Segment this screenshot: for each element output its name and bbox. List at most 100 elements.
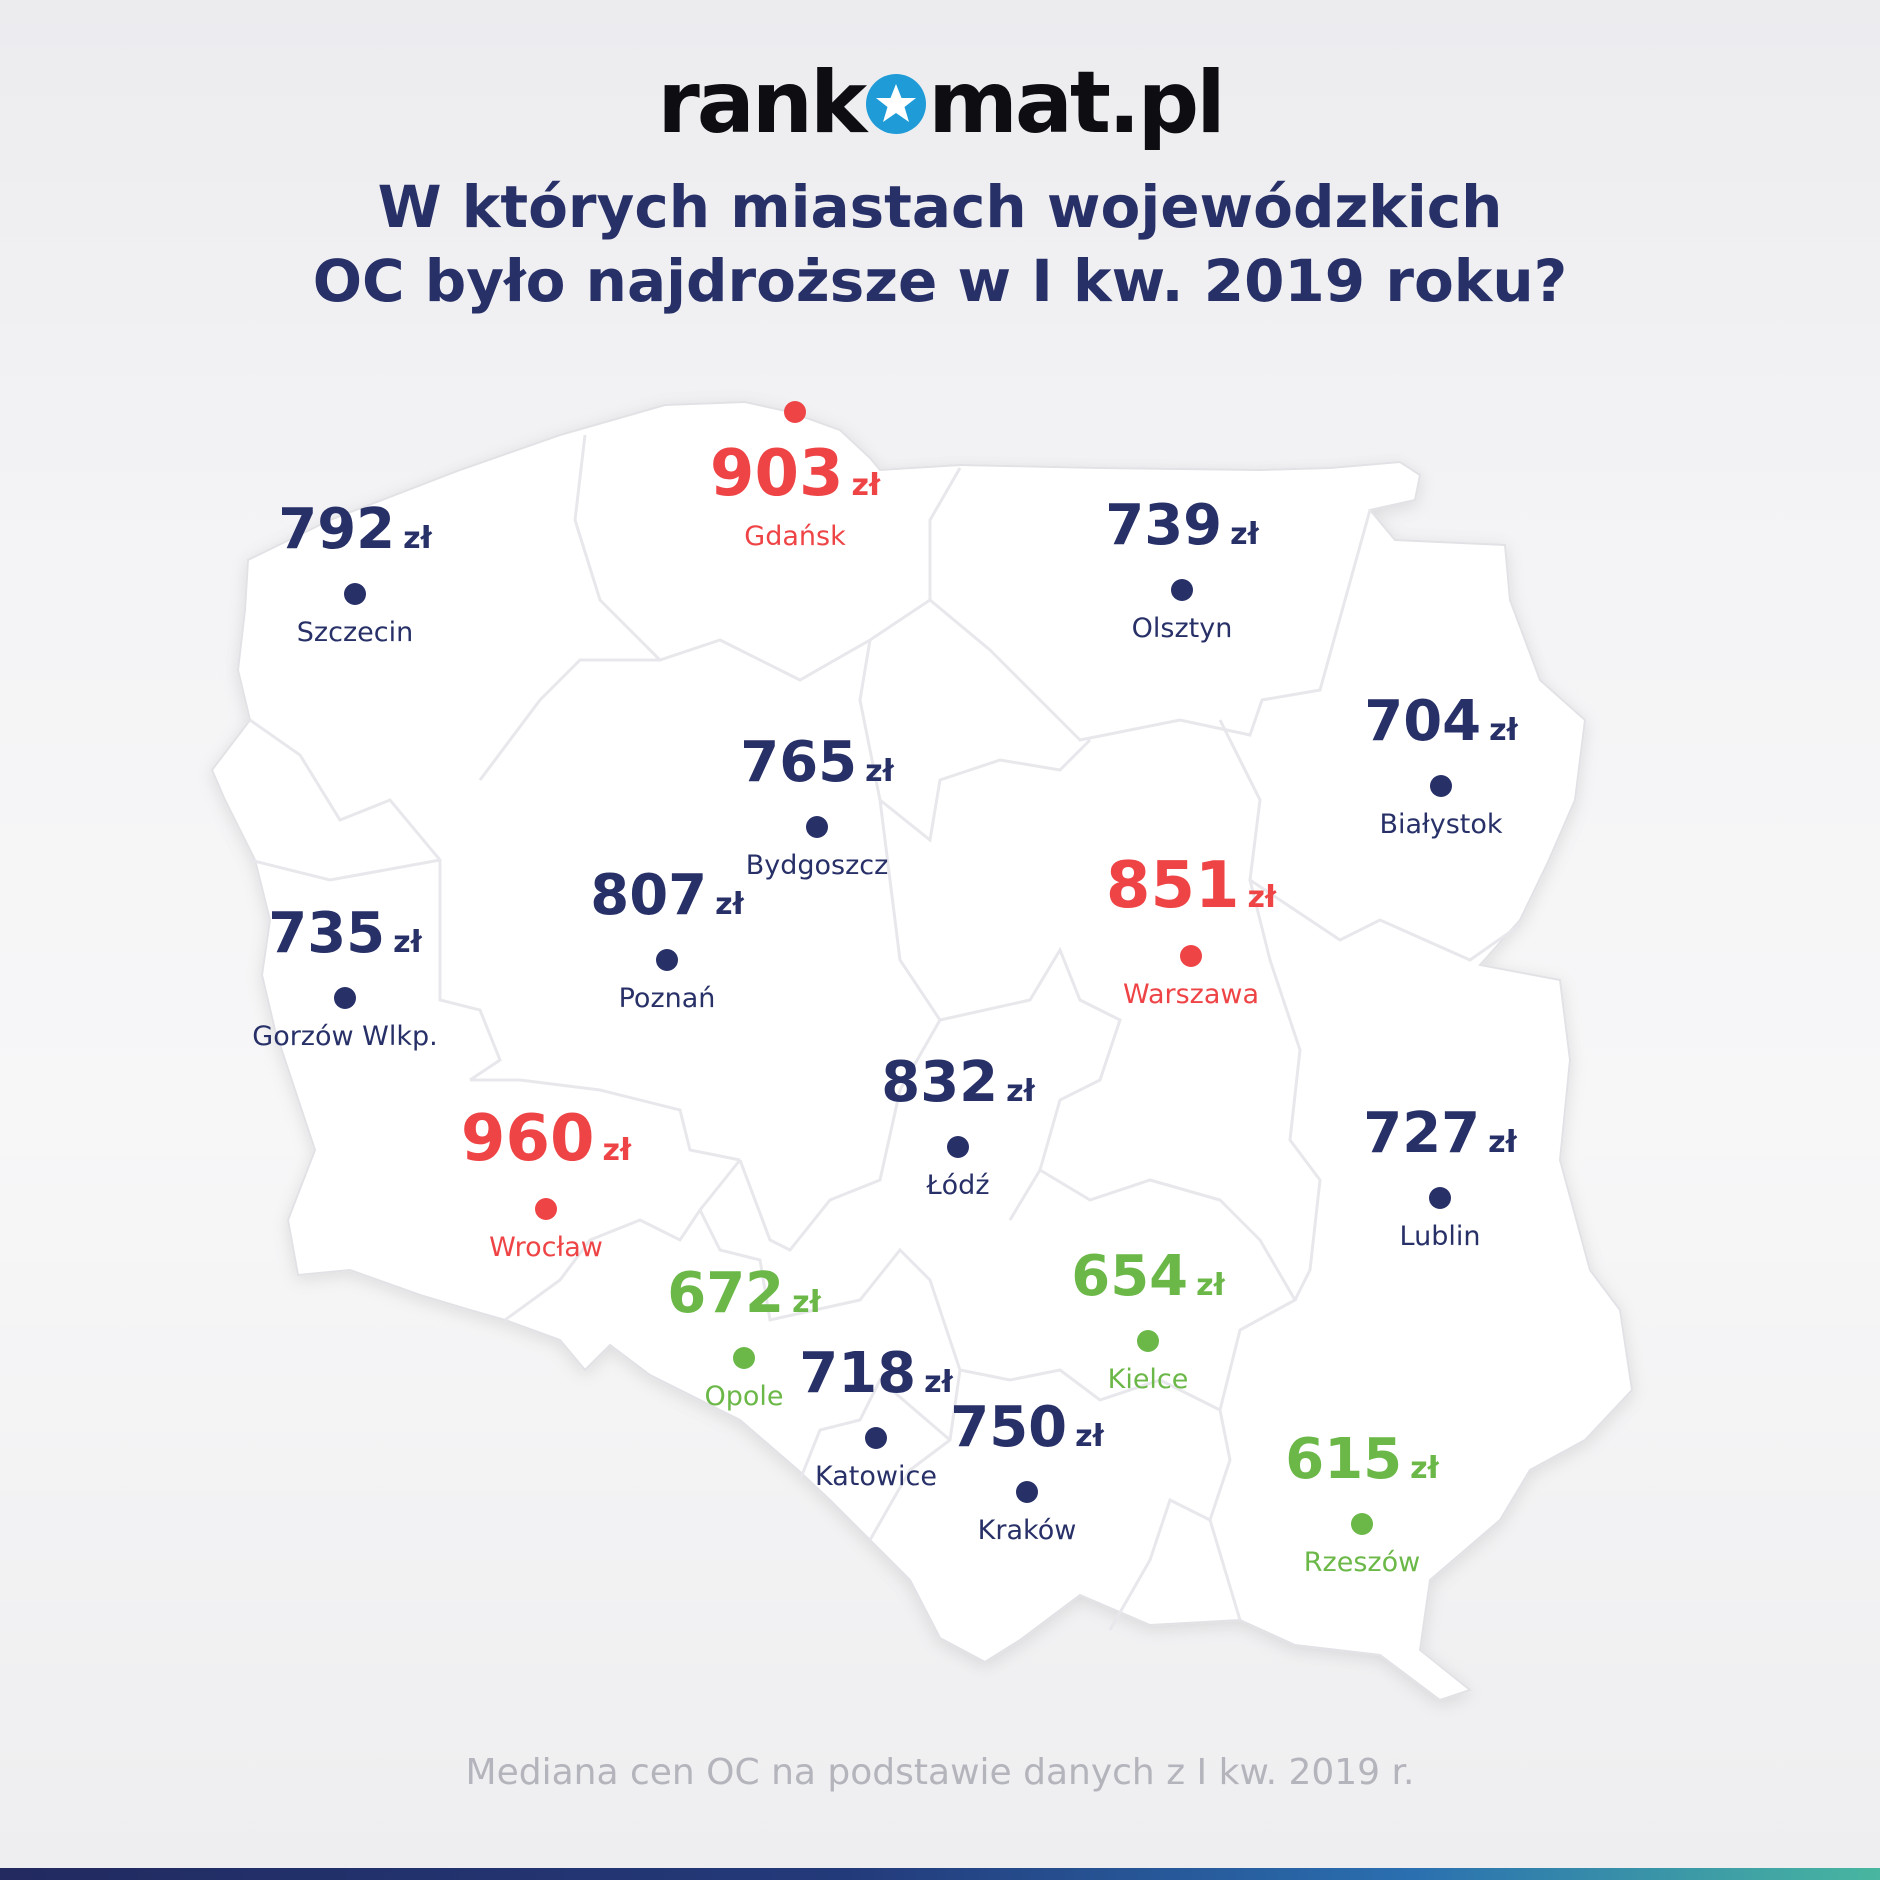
city-marker (947, 1136, 969, 1158)
city-price: 735 zł (215, 904, 475, 973)
page-title: W których miastach wojewódzkich OC było … (0, 170, 1880, 318)
logo: rank mat.pl (0, 48, 1880, 158)
city-marker (1137, 1330, 1159, 1352)
price-value: 672 (667, 1261, 785, 1326)
city-marker (334, 987, 356, 1009)
city-price: 851 zł (1061, 853, 1321, 931)
city-marker (865, 1427, 887, 1449)
city-opole: 672 zł Opole (614, 1264, 874, 1413)
price-unit: zł (1006, 1074, 1035, 1109)
star-icon (866, 74, 927, 134)
title-line-1: W których miastach wojewódzkich (377, 173, 1503, 241)
city-marker (733, 1347, 755, 1369)
city-poznan: 807 zł Poznań (537, 866, 797, 1015)
price-unit: zł (1230, 517, 1259, 552)
city-lublin: 727 zł Lublin (1310, 1104, 1570, 1253)
price-value: 704 (1364, 689, 1482, 754)
city-price: 960 zł (416, 1106, 676, 1184)
city-name: Lublin (1399, 1221, 1481, 1252)
price-value: 735 (268, 901, 386, 966)
city-name: Kielce (1107, 1364, 1189, 1395)
price-value: 739 (1105, 493, 1223, 558)
city-bialystok: 704 zł Białystok (1311, 692, 1571, 841)
price-value: 654 (1071, 1244, 1189, 1309)
city-name: Bydgoszcz (745, 850, 889, 881)
city-marker (344, 583, 366, 605)
city-name: Opole (704, 1381, 784, 1412)
city-wroclaw: 960 zł Wrocław (416, 1106, 676, 1264)
city-olsztyn: 739 zł Olsztyn (1052, 496, 1312, 645)
logo-text-right: mat.pl (928, 53, 1225, 153)
price-value: 718 (799, 1341, 917, 1406)
price-unit: zł (792, 1285, 821, 1320)
city-name: Katowice (815, 1461, 937, 1492)
city-kielce: 654 zł Kielce (1018, 1247, 1278, 1396)
city-name: Łódź (926, 1170, 990, 1201)
price-unit: zł (865, 754, 894, 789)
city-krakow: 750 zł Kraków (897, 1398, 1157, 1547)
city-price: 739 zł (1052, 496, 1312, 565)
city-bydgoszcz: 765 zł Bydgoszcz (687, 733, 947, 882)
city-marker (535, 1198, 557, 1220)
city-name: Olsztyn (1131, 613, 1233, 644)
city-name: Gdańsk (744, 521, 846, 552)
city-marker (1430, 775, 1452, 797)
city-gdansk: 903 zł Gdańsk (665, 401, 925, 553)
price-unit: zł (715, 887, 744, 922)
price-unit: zł (602, 1133, 632, 1168)
city-price: 832 zł (828, 1053, 1088, 1122)
price-value: 960 (460, 1102, 595, 1176)
price-value: 832 (881, 1050, 999, 1115)
city-price: 672 zł (614, 1264, 874, 1333)
city-marker (656, 949, 678, 971)
price-unit: zł (924, 1365, 953, 1400)
price-unit: zł (403, 521, 432, 556)
price-value: 807 (590, 863, 708, 928)
price-unit: zł (1488, 1125, 1517, 1160)
city-name: Białystok (1379, 809, 1503, 840)
price-unit: zł (1075, 1419, 1104, 1454)
city-gorzow: 735 zł Gorzów Wlkp. (215, 904, 475, 1053)
city-katowice: 718 zł Katowice (746, 1344, 1006, 1493)
city-lodz: 832 zł Łódź (828, 1053, 1088, 1202)
city-price: 615 zł (1232, 1430, 1492, 1499)
title-line-2: OC było najdroższe w I kw. 2019 roku? (312, 247, 1568, 315)
price-value: 727 (1363, 1101, 1481, 1166)
price-value: 792 (278, 497, 396, 562)
price-unit: zł (851, 468, 881, 503)
city-marker (784, 401, 806, 423)
bottom-accent-bar (0, 1868, 1880, 1880)
city-price: 750 zł (897, 1398, 1157, 1467)
price-unit: zł (1196, 1268, 1225, 1303)
logo-text-left: rank (657, 53, 867, 153)
city-name: Kraków (977, 1515, 1077, 1546)
city-marker (1351, 1513, 1373, 1535)
city-marker (806, 816, 828, 838)
price-value: 903 (709, 437, 844, 511)
footer-note: Mediana cen OC na podstawie danych z I k… (465, 1752, 1415, 1793)
city-price: 807 zł (537, 866, 797, 935)
city-name: Rzeszów (1303, 1547, 1421, 1578)
voivodeship-borders (249, 434, 1521, 1631)
city-marker (1171, 579, 1193, 601)
city-marker (1180, 945, 1202, 967)
price-unit: zł (393, 925, 422, 960)
price-unit: zł (1247, 880, 1277, 915)
city-name: Szczecin (296, 617, 414, 648)
city-price: 727 zł (1310, 1104, 1570, 1173)
city-price: 903 zł (665, 441, 925, 519)
city-price: 792 zł (225, 500, 485, 569)
city-name: Poznań (618, 983, 716, 1014)
city-warszawa: 851 zł Warszawa (1061, 853, 1321, 1011)
price-unit: zł (1489, 713, 1518, 748)
city-name: Wrocław (489, 1232, 603, 1263)
city-name: Gorzów Wlkp. (252, 1021, 438, 1052)
city-szczecin: 792 zł Szczecin (225, 500, 485, 649)
price-value: 750 (950, 1395, 1068, 1460)
city-price: 704 zł (1311, 692, 1571, 761)
price-value: 615 (1285, 1427, 1403, 1492)
price-unit: zł (1410, 1451, 1439, 1486)
city-price: 765 zł (687, 733, 947, 802)
city-price: 654 zł (1018, 1247, 1278, 1316)
